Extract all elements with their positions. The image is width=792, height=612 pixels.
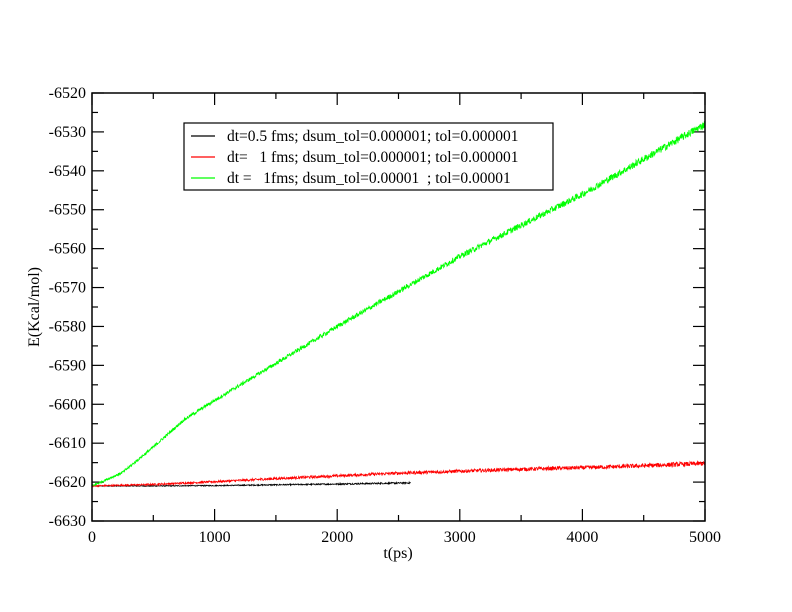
x-tick-label: 2000 (321, 529, 353, 546)
y-axis-label: E(Kcal/mol) (26, 267, 43, 347)
y-tick-label: -6530 (49, 124, 86, 141)
y-tick-label: -6580 (49, 318, 86, 335)
y-tick-label: -6540 (49, 163, 86, 180)
y-tick-label: -6620 (49, 474, 86, 491)
legend-label: dt=0.5 fms; dsum_tol=0.000001; tol=0.000… (227, 128, 518, 145)
y-tick-label: -6630 (49, 513, 86, 530)
x-axis-label: t(ps) (383, 545, 412, 562)
y-tick-label: -6610 (49, 435, 86, 452)
series-line-0 (91, 480, 411, 488)
y-tick-label: -6520 (49, 85, 86, 102)
plot-frame (91, 92, 706, 522)
series-line-1 (91, 460, 706, 488)
legend: dt=0.5 fms; dsum_tol=0.000001; tol=0.000… (183, 122, 554, 191)
y-tick-label: -6550 (49, 202, 86, 219)
y-tick-label: -6570 (49, 280, 86, 297)
legend-label: dt = 1fms; dsum_tol=0.00001 ; tol=0.0000… (227, 170, 511, 187)
x-tick-label: 1000 (199, 529, 231, 546)
x-tick-label: 5000 (689, 529, 721, 546)
y-tick-label: -6560 (49, 241, 86, 258)
legend-label: dt= 1 fms; dsum_tol=0.000001; tol=0.0000… (227, 149, 518, 166)
x-tick-label: 0 (88, 529, 96, 546)
legend-box (183, 122, 554, 191)
series-line-2 (91, 121, 706, 486)
y-tick-label: -6590 (49, 357, 86, 374)
x-tick-label: 3000 (444, 529, 476, 546)
x-tick-label: 4000 (566, 529, 598, 546)
y-tick-label: -6600 (49, 396, 86, 413)
